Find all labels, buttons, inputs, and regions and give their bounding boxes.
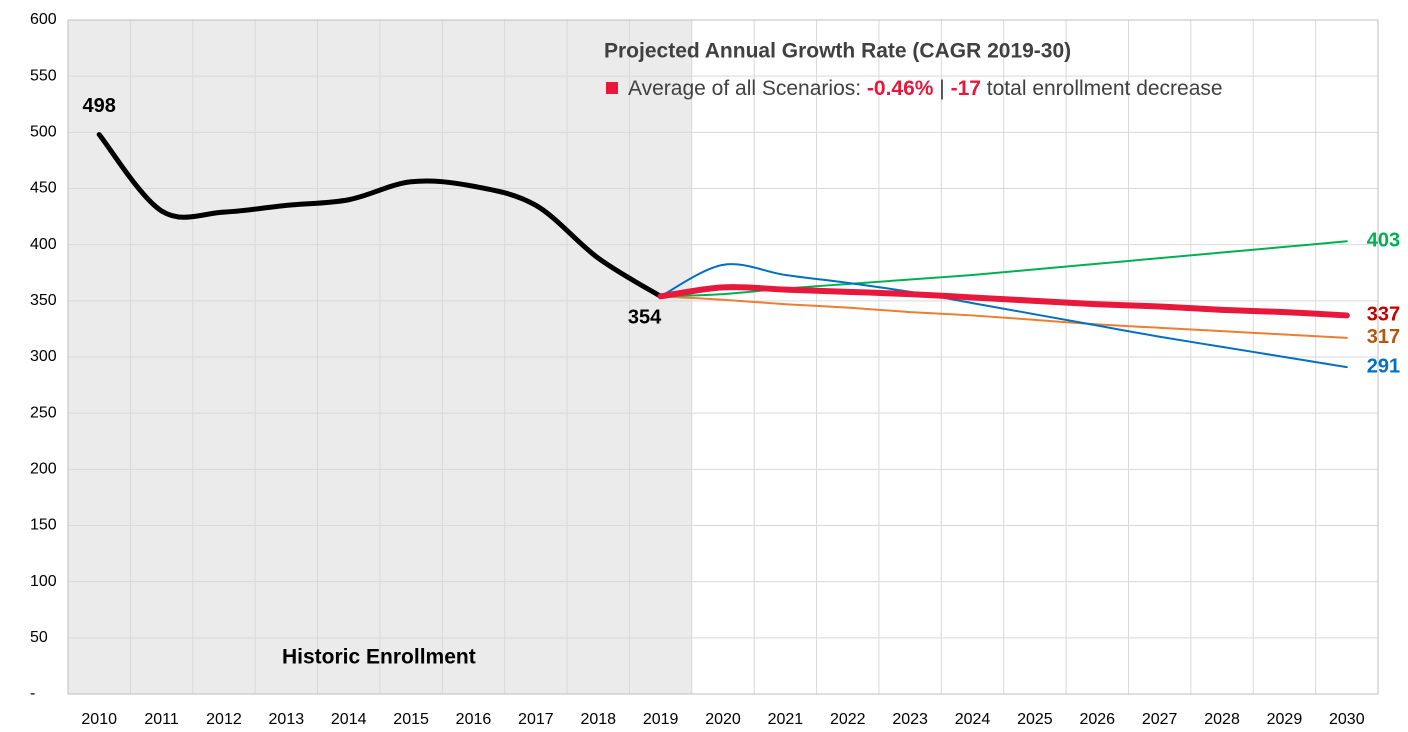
data-label: 498 bbox=[83, 95, 116, 117]
x-tick-label: 2016 bbox=[456, 711, 492, 728]
series-line bbox=[659, 295, 1348, 339]
legend-change: -17 bbox=[951, 77, 981, 100]
x-tick-label: 2015 bbox=[393, 711, 429, 728]
x-tick-label: 2017 bbox=[518, 711, 554, 728]
x-tick-label: 2030 bbox=[1329, 711, 1365, 728]
y-tick-label: 200 bbox=[30, 461, 57, 478]
x-tick-label: 2026 bbox=[1079, 711, 1115, 728]
legend-text: Average of all Scenarios: -0.46% | -17 t… bbox=[628, 77, 1223, 100]
x-tick-label: 2013 bbox=[269, 711, 305, 728]
x-tick-label: 2029 bbox=[1267, 711, 1303, 728]
plot-border bbox=[67, 19, 1379, 695]
data-label: 317 bbox=[1367, 326, 1400, 348]
series-line bbox=[96, 132, 664, 299]
y-tick-label: - bbox=[30, 685, 35, 702]
y-tick-label: 600 bbox=[30, 11, 57, 28]
x-tick-label: 2010 bbox=[81, 711, 117, 728]
x-tick-label: 2023 bbox=[892, 711, 928, 728]
y-tick-label: 300 bbox=[30, 348, 57, 365]
annotation-title: Projected Annual Growth Rate (CAGR 2019-… bbox=[604, 40, 1071, 63]
series-line bbox=[657, 284, 1350, 319]
y-tick-label: 100 bbox=[30, 573, 57, 590]
series-line bbox=[659, 263, 1348, 369]
y-tick-label: 150 bbox=[30, 517, 57, 534]
x-tick-label: 2020 bbox=[705, 711, 741, 728]
x-tick-label: 2028 bbox=[1204, 711, 1240, 728]
x-tick-label: 2022 bbox=[830, 711, 866, 728]
y-tick-label: 50 bbox=[30, 629, 48, 646]
y-tick-label: 250 bbox=[30, 404, 57, 421]
data-label: 403 bbox=[1367, 230, 1400, 252]
x-tick-label: 2021 bbox=[768, 711, 804, 728]
x-tick-label: 2011 bbox=[144, 711, 179, 728]
x-tick-label: 2012 bbox=[206, 711, 242, 728]
data-label: 354 bbox=[628, 307, 662, 329]
x-tick-label: 2014 bbox=[331, 711, 367, 728]
legend-sep: | bbox=[933, 77, 950, 100]
y-tick-label: 500 bbox=[30, 124, 57, 141]
legend-desc: total enrollment decrease bbox=[981, 77, 1223, 100]
legend-name: Average of all Scenarios: bbox=[628, 77, 867, 100]
x-tick-label: 2025 bbox=[1017, 711, 1053, 728]
y-tick-label: 350 bbox=[30, 292, 57, 309]
x-tick-label: 2018 bbox=[580, 711, 616, 728]
region-label: Historic Enrollment bbox=[282, 646, 476, 669]
data-label: 291 bbox=[1367, 355, 1400, 377]
y-tick-label: 450 bbox=[30, 180, 57, 197]
x-tick-label: 2027 bbox=[1142, 711, 1178, 728]
x-tick-label: 2019 bbox=[643, 711, 679, 728]
legend-rate: -0.46% bbox=[867, 77, 934, 100]
x-tick-label: 2024 bbox=[955, 711, 991, 728]
legend-swatch bbox=[606, 82, 618, 94]
y-tick-label: 550 bbox=[30, 67, 57, 84]
data-label: 337 bbox=[1367, 304, 1400, 326]
y-tick-label: 400 bbox=[30, 236, 57, 253]
